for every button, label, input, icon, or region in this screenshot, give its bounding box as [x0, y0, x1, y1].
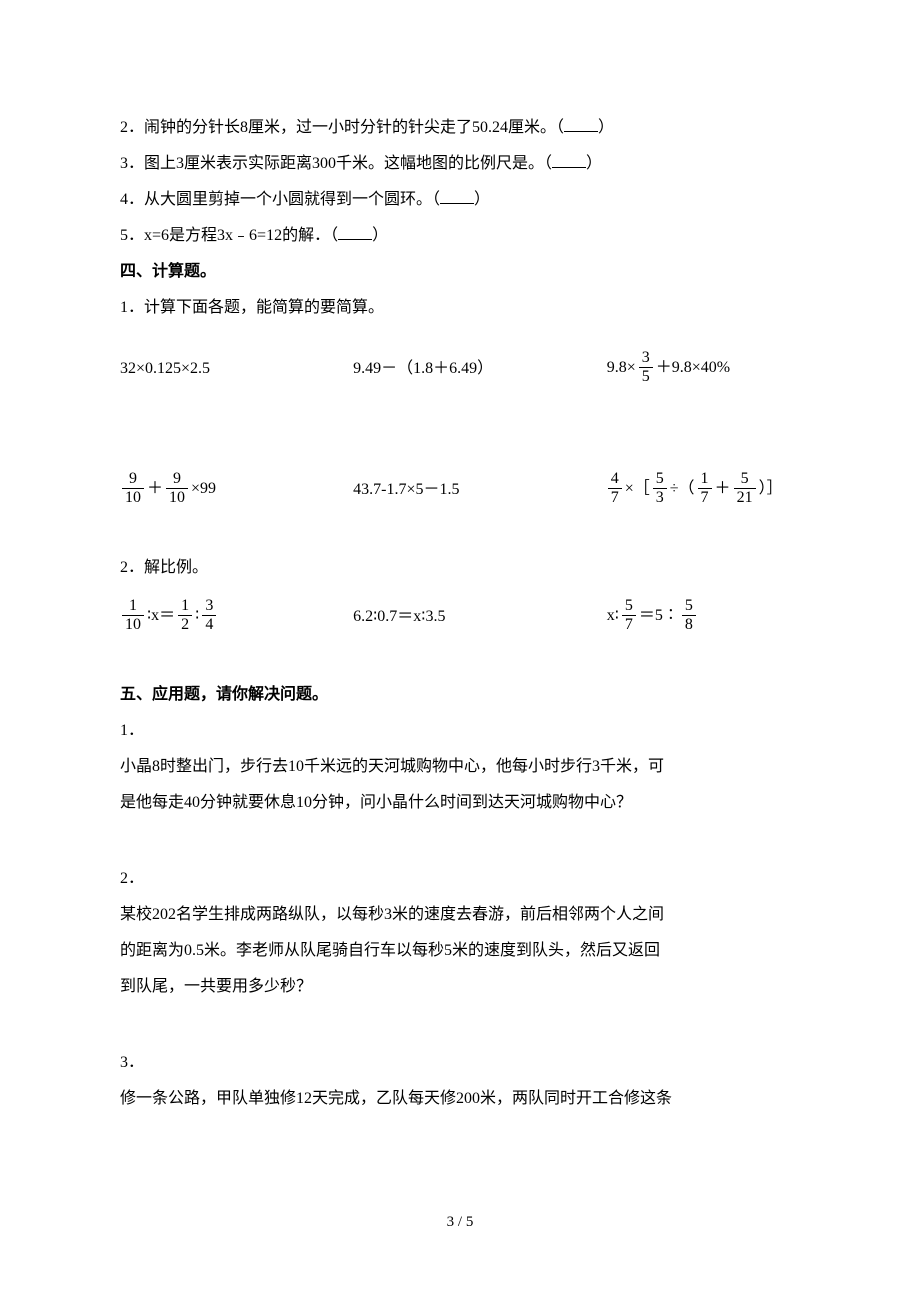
prop-a-f1: 1 10: [122, 598, 144, 633]
prop-c-t0: x∶: [607, 608, 619, 624]
frac-den: 10: [122, 489, 144, 506]
prop-c-t1: ＝5∶: [639, 608, 679, 624]
wp3-line1: 修一条公路，甲队单独修12天完成，乙队每天修200米，两队同时开工合修这条: [120, 1081, 800, 1117]
frac-num: 3: [639, 350, 653, 368]
prop-c-f2: 5 8: [682, 598, 696, 633]
calc2-a-f1: 9 10: [122, 471, 144, 506]
frac-num: 1: [178, 598, 192, 616]
frac-den: 8: [682, 616, 696, 633]
prop-a-f3: 3 4: [202, 598, 216, 633]
frac-den: 7: [622, 616, 636, 633]
section-4-q2: 2．解比例。: [120, 550, 800, 586]
frac-den: 7: [608, 489, 622, 506]
wp3-num: 3．: [120, 1045, 800, 1081]
question-5: 5．x=6是方程3x﹣6=12的解．（ ）: [120, 218, 800, 254]
calc2-c-t2: ÷（: [670, 481, 695, 497]
prop-a-t1: ∶x＝: [147, 608, 175, 624]
calc2-a-f2: 9 10: [166, 471, 188, 506]
calc1-c: 9.8× 3 5 ＋9.8×40%: [606, 350, 731, 385]
section-4-title: 四、计算题。: [120, 254, 800, 290]
calc2-a-mid: ＋: [147, 481, 163, 497]
q4-text-a: 从大圆里剪掉一个小圆就得到一个圆环。（: [144, 191, 440, 208]
q2-blank[interactable]: [564, 116, 598, 132]
question-2: 2．闹钟的分针长8厘米，过一小时分针的针尖走了50.24厘米。（ ）: [120, 110, 800, 146]
frac-den: 2: [178, 616, 192, 633]
frac-den: 21: [734, 489, 756, 506]
calc2-a-post: ×99: [191, 481, 216, 497]
frac-num: 5: [653, 471, 667, 489]
calc1-c-frac: 3 5: [639, 350, 653, 385]
wp2-line1: 某校202名学生排成两路纵队，以每秒3米的速度去春游，前后相邻两个人之间: [120, 897, 800, 933]
wp1-num: 1．: [120, 713, 800, 749]
calc2-c-f1: 4 7: [608, 471, 622, 506]
page-footer: 3 / 5: [120, 1207, 800, 1237]
frac-num: 9: [122, 471, 144, 489]
frac-den: 3: [653, 489, 667, 506]
frac-num: 1: [698, 471, 712, 489]
prop-b: 6.2∶0.7＝x∶3.5: [353, 608, 445, 625]
q4-num: 4．: [120, 191, 144, 208]
section-5-title: 五、应用题，请你解决问题。: [120, 677, 800, 713]
prop-a: 1 10 ∶x＝ 1 2 ∶ 3 4: [120, 598, 218, 633]
q3-blank[interactable]: [552, 152, 586, 168]
calc2-c-f2: 5 3: [653, 471, 667, 506]
frac-num: 5: [682, 598, 696, 616]
calc1-a: 32×0.125×2.5: [120, 360, 210, 377]
q5-text-b: ）: [372, 227, 388, 244]
q2-num: 2．: [120, 119, 144, 136]
calc1-b: 9.49－（1.8＋6.49）: [353, 360, 493, 377]
calc2-c: 4 7 ×［ 5 3 ÷（ 1 7 ＋ 5 21 ）］: [606, 471, 784, 506]
calc-row-1: 32×0.125×2.5 9.49－（1.8＋6.49） 9.8× 3 5 ＋9…: [120, 350, 800, 385]
prop-a-f2: 1 2: [178, 598, 192, 633]
q5-num: 5．: [120, 227, 144, 244]
frac-den: 10: [166, 489, 188, 506]
frac-num: 3: [202, 598, 216, 616]
q5-blank[interactable]: [338, 224, 372, 240]
q2-text-b: ）: [598, 119, 614, 136]
frac-den: 10: [122, 616, 144, 633]
frac-den: 7: [698, 489, 712, 506]
calc2-c-t3: ＋: [715, 481, 731, 497]
q3-num: 3．: [120, 155, 144, 172]
prop-c-f1: 5 7: [622, 598, 636, 633]
calc2-c-t1: ×［: [625, 481, 650, 497]
wp2-line3: 到队尾，一共要用多少秒？: [120, 969, 800, 1005]
q4-blank[interactable]: [440, 188, 474, 204]
q2-text-a: 闹钟的分针长8厘米，过一小时分针的针尖走了50.24厘米。（: [144, 119, 564, 136]
frac-num: 9: [166, 471, 188, 489]
section-4-q1: 1．计算下面各题，能简算的要简算。: [120, 290, 800, 326]
proportion-row: 1 10 ∶x＝ 1 2 ∶ 3 4 6.2∶0.7＝x∶3.5 x∶ 5 7 …: [120, 590, 800, 633]
calc1-c-post: ＋9.8×40%: [656, 360, 730, 376]
question-3: 3．图上3厘米表示实际距离300千米。这幅地图的比例尺是。（ ）: [120, 146, 800, 182]
frac-num: 1: [122, 598, 144, 616]
wp1-line1: 小晶8时整出门，步行去10千米远的天河城购物中心，他每小时步行3千米，可: [120, 749, 800, 785]
q5-text-a: x=6是方程3x﹣6=12的解．（: [144, 227, 338, 244]
calc-row-2: 9 10 ＋ 9 10 ×99 43.7-1.7×5－1.5 4 7 ×［ 5 …: [120, 463, 800, 506]
q3-text-a: 图上3厘米表示实际距离300千米。这幅地图的比例尺是。（: [144, 155, 552, 172]
calc2-c-f3: 1 7: [698, 471, 712, 506]
prop-a-t2: ∶: [195, 608, 199, 624]
frac-den: 4: [202, 616, 216, 633]
frac-den: 5: [639, 368, 653, 385]
frac-num: 5: [622, 598, 636, 616]
calc2-a: 9 10 ＋ 9 10 ×99: [120, 471, 217, 506]
wp2-num: 2．: [120, 861, 800, 897]
frac-num: 4: [608, 471, 622, 489]
calc2-b: 43.7-1.7×5－1.5: [353, 481, 459, 498]
prop-c: x∶ 5 7 ＝5∶ 5 8: [606, 598, 698, 633]
q4-text-b: ）: [474, 191, 490, 208]
frac-num: 5: [734, 471, 756, 489]
question-4: 4．从大圆里剪掉一个小圆就得到一个圆环。（ ）: [120, 182, 800, 218]
calc2-c-f4: 5 21: [734, 471, 756, 506]
calc2-c-t4: ）］: [759, 481, 783, 497]
wp1-line2: 是他每走40分钟就要休息10分钟，问小晶什么时间到达天河城购物中心？: [120, 785, 800, 821]
q3-text-b: ）: [586, 155, 602, 172]
calc1-c-pre: 9.8×: [607, 360, 636, 376]
wp2-line2: 的距离为0.5米。李老师从队尾骑自行车以每秒5米的速度到队头，然后又返回: [120, 933, 800, 969]
